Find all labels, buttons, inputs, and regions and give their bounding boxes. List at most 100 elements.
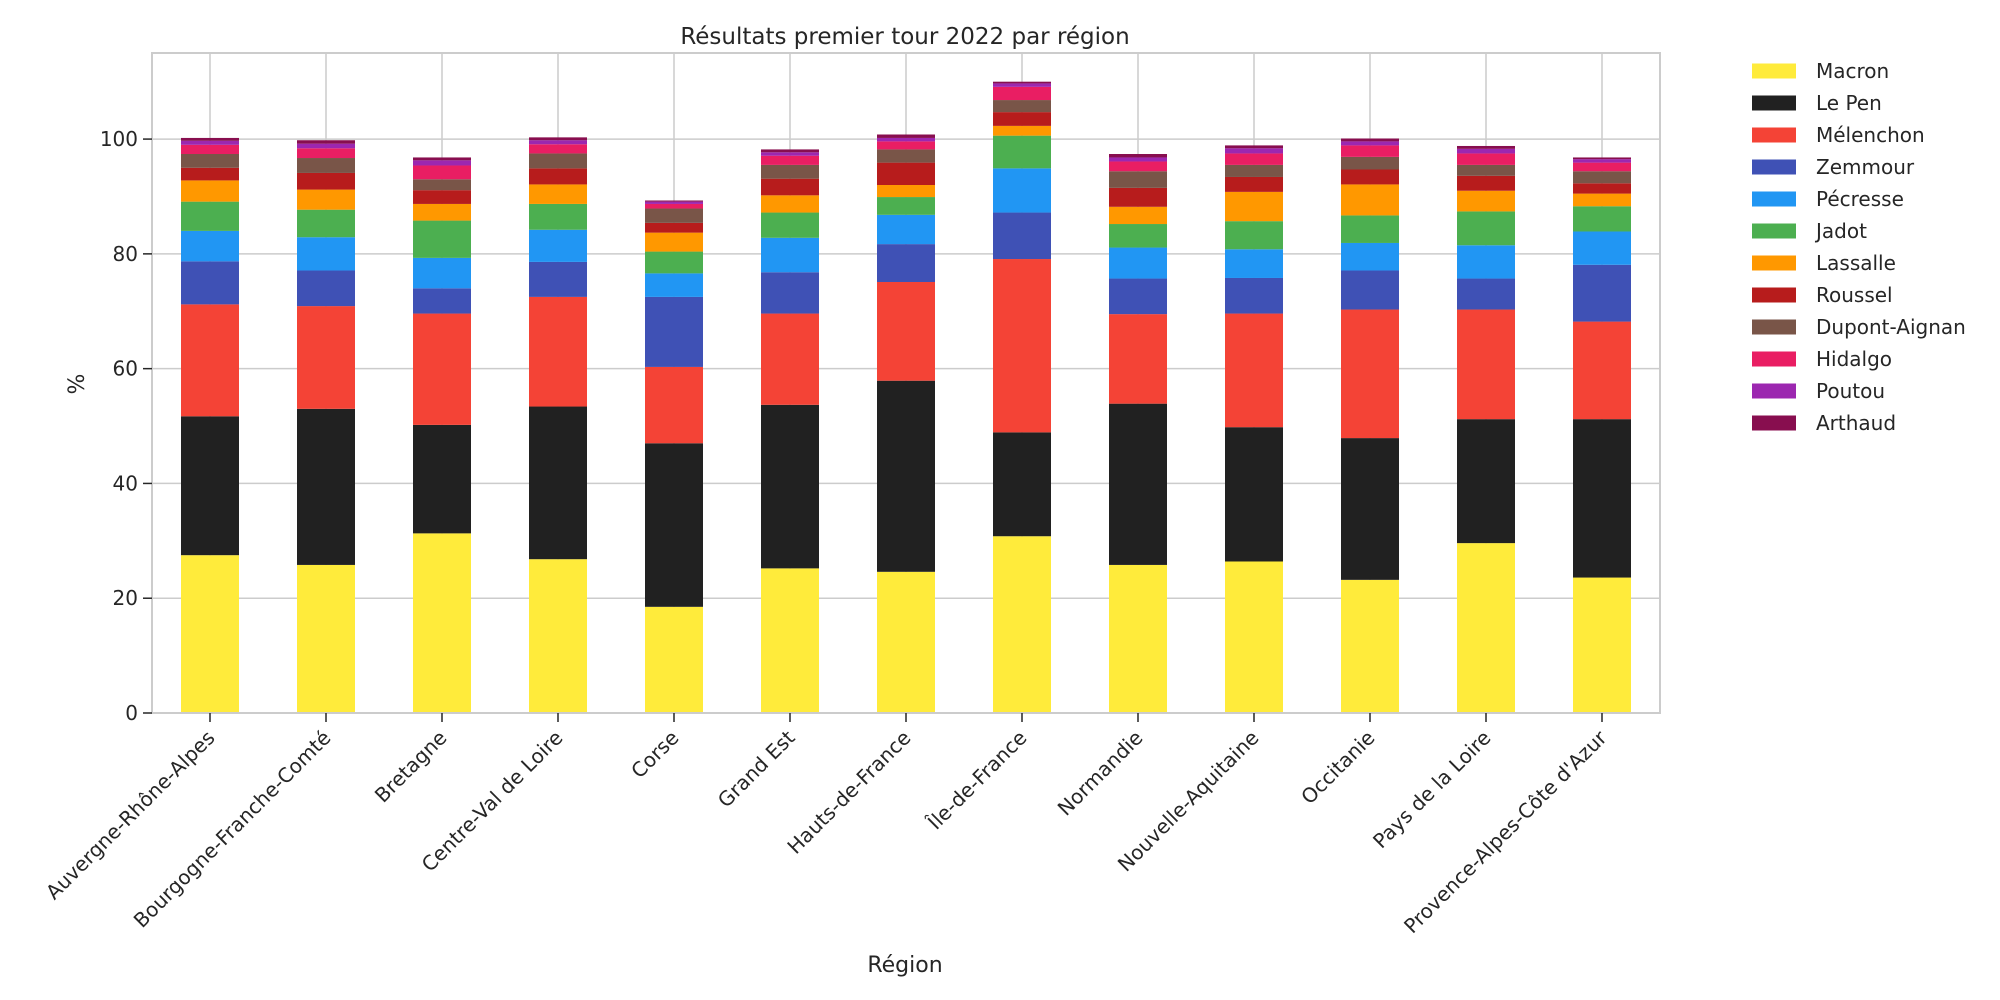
bar-segment [1573,264,1631,322]
bar-segment [413,288,471,314]
bar-segment [181,261,239,305]
y-axis-title: % [65,374,90,395]
y-tick-label: 0 [125,701,138,725]
bar-segment [993,83,1051,87]
bar-segment [529,168,587,185]
bar-segment [645,222,703,233]
bar-segment [1225,221,1283,250]
bar-segment [1341,579,1399,713]
bar-segment [761,178,819,196]
bar-segment [877,281,935,381]
bar-segment [413,160,471,166]
bar-segment [877,137,935,142]
bar-segment [1341,242,1399,271]
bar-segment [1573,419,1631,578]
bar-segment [645,200,703,202]
legend-swatch [1752,95,1796,111]
bar-segment [1225,277,1283,314]
bar-segment [993,112,1051,126]
bar-segment [181,167,239,181]
bar-segment [761,195,819,213]
bar-segment [1457,419,1515,544]
legend-swatch [1752,415,1796,431]
bar-segment [761,149,819,153]
bar-segment [877,162,935,185]
legend-label: Zemmour [1816,155,1915,179]
bar-segment [877,244,935,282]
x-tick-label: Île-de-France [922,726,1031,835]
y-tick-label: 100 [100,127,138,151]
bar-segment [1225,427,1283,562]
bar-segment [877,214,935,245]
bar-segment [1573,206,1631,232]
bar-segment [1457,153,1515,165]
bar-segment [413,424,471,534]
y-tick-label: 40 [113,471,138,495]
bar-segment [413,203,471,221]
bar-segment [1109,564,1167,713]
bar-segment [1457,164,1515,176]
bar-segment [1225,313,1283,428]
bar-segment [645,208,703,223]
bar-segment [993,86,1051,101]
bar-segment [1457,278,1515,310]
legend-item: Macron [1752,59,1889,83]
bar-segment [645,296,703,367]
bar-segment [1573,183,1631,194]
legend-label: Pécresse [1816,187,1904,211]
bar-segment [761,152,819,156]
bar-segment [413,179,471,191]
bar-segment [413,313,471,425]
legend-swatch [1752,223,1796,239]
legend-item: Lassalle [1752,251,1896,275]
bar-segment [181,304,239,417]
bar-segment [297,158,355,173]
bar-segment [1573,321,1631,420]
legend-swatch [1752,319,1796,335]
bar-segment [1109,224,1167,248]
legend-swatch [1752,351,1796,367]
bar-segment [761,568,819,713]
legend-item: Poutou [1752,379,1885,403]
bar-segment [1341,141,1399,146]
bar-segment [993,100,1051,113]
bar-segment [1457,190,1515,212]
bar-segment [413,165,471,180]
bar-segment [1109,171,1167,188]
bar-segment [1457,175,1515,191]
bar-segment [993,168,1051,213]
bar-segment [877,197,935,215]
bar-segment [1341,215,1399,243]
legend-label: Poutou [1816,379,1885,403]
legend-label: Hidalgo [1816,347,1892,371]
bar-segment [761,272,819,314]
bar-segment [529,261,587,297]
bar-segment [297,143,355,149]
legend-label: Dupont-Aignan [1816,315,1966,339]
bar-segment [645,443,703,607]
bar-segment [181,230,239,262]
legend-item: Le Pen [1752,91,1882,115]
bar-segment [1225,145,1283,149]
bar-segment [1109,161,1167,172]
bar-segment [529,296,587,407]
axes: 020406080100Auvergne-Rhône-AlpesBourgogn… [41,52,1661,938]
bar-segment [645,251,703,274]
bar-segment [993,432,1051,537]
bar-segment [1457,543,1515,713]
bar-segment [993,536,1051,713]
bar-segment [761,212,819,238]
bar-segment [1341,138,1399,142]
bar-segment [1225,191,1283,222]
legend-item: Dupont-Aignan [1752,315,1966,339]
bar-segment [1109,278,1167,315]
bar-segment [1457,145,1515,149]
bar-segment [1573,577,1631,713]
x-tick-label: Grand Est [713,725,800,812]
bar-segment [1573,171,1631,184]
bar-segment [1225,148,1283,154]
bar-segment [529,203,587,230]
bar-segment [877,149,935,163]
bar-stack [993,81,1051,713]
